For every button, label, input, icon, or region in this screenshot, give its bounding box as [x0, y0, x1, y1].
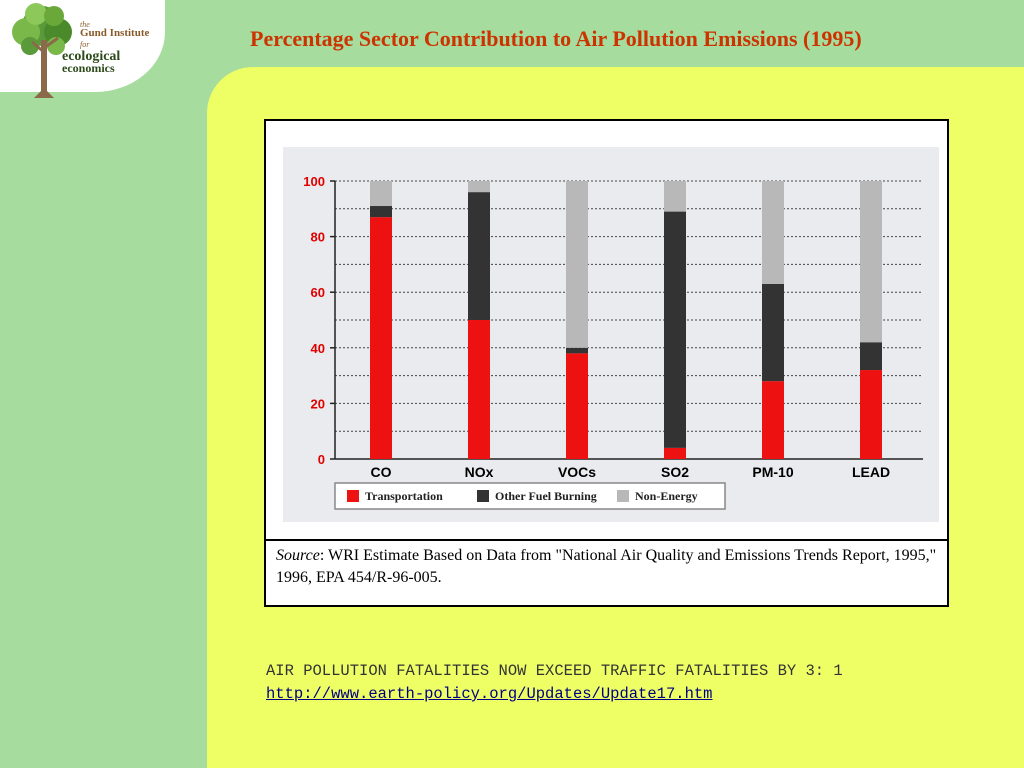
bar-co-transportation — [370, 217, 392, 459]
logo-text-ecological: ecological — [62, 49, 121, 64]
y-tick-label: 60 — [311, 285, 325, 300]
logo-text-for: for — [80, 40, 90, 49]
bar-so2-other-fuel-burning — [664, 211, 686, 448]
source-citation: Source: WRI Estimate Based on Data from … — [276, 545, 941, 589]
legend-label: Other Fuel Burning — [495, 489, 597, 503]
bar-pm-10-non-energy — [762, 181, 784, 284]
y-tick-labels: 0 20 40 60 80 100 — [303, 174, 335, 467]
bar-lead-non-energy — [860, 181, 882, 343]
legend-swatch — [347, 490, 359, 502]
bars — [370, 181, 882, 459]
bar-so2-non-energy — [664, 181, 686, 212]
bar-nox-other-fuel-burning — [468, 192, 490, 320]
gund-institute-logo: the Gund Institute for ecological econom… — [0, 0, 170, 100]
source-label: Source — [276, 547, 320, 564]
figure-box: 0 20 40 60 80 100 CO NOx VOCs SO2 PM-10 LEAD Trans… — [264, 119, 949, 607]
category-label: SO2 — [661, 464, 689, 480]
earth-policy-link[interactable]: http://www.earth-policy.org/Updates/Upda… — [266, 685, 713, 703]
legend: Transportation Other Fuel Burning Non-Ener… — [334, 482, 726, 510]
bar-lead-other-fuel-burning — [860, 342, 882, 371]
fatality-note: AIR POLLUTION FATALITIES NOW EXCEED TRAF… — [266, 662, 843, 680]
category-label: LEAD — [852, 464, 890, 480]
category-label: NOx — [465, 464, 494, 480]
source-body: : WRI Estimate Based on Data from "Natio… — [276, 547, 937, 586]
y-tick-label: 40 — [311, 341, 325, 356]
slide-title: Percentage Sector Contribution to Air Po… — [250, 26, 862, 51]
bar-pm-10-transportation — [762, 381, 784, 459]
legend-box — [334, 482, 726, 510]
source-divider — [266, 539, 947, 541]
bar-vocs-non-energy — [566, 181, 588, 348]
bar-pm-10-other-fuel-burning — [762, 283, 784, 382]
legend-swatch — [617, 490, 629, 502]
logo-text-gund: Gund Institute — [80, 27, 150, 39]
legend-swatch — [477, 490, 489, 502]
bar-nox-transportation — [468, 320, 490, 459]
category-label: VOCs — [558, 464, 596, 480]
y-tick-label: 100 — [303, 174, 325, 189]
legend-label: Non-Energy — [635, 489, 698, 503]
bar-nox-non-energy — [468, 181, 490, 193]
category-label: PM-10 — [752, 464, 793, 480]
category-labels: CO NOx VOCs SO2 PM-10 LEAD — [371, 464, 891, 480]
bar-co-other-fuel-burning — [370, 206, 392, 218]
bar-vocs-other-fuel-burning — [566, 347, 588, 354]
grid-lines — [334, 180, 923, 460]
y-tick-label: 20 — [311, 396, 325, 411]
bar-lead-transportation — [860, 370, 882, 459]
y-tick-label: 80 — [311, 230, 325, 245]
legend-label: Transportation — [365, 489, 443, 503]
tree-icon — [12, 3, 72, 98]
bar-co-non-energy — [370, 181, 392, 207]
category-label: CO — [371, 464, 392, 480]
bar-vocs-transportation — [566, 353, 588, 459]
stacked-bar-chart: 0 20 40 60 80 100 CO NOx VOCs SO2 PM-10 LEAD Trans… — [283, 147, 939, 522]
y-tick-label: 0 — [318, 452, 325, 467]
logo-text-economics: economics — [62, 61, 115, 75]
logo-text-the: the — [80, 20, 90, 29]
bar-so2-transportation — [664, 447, 686, 459]
